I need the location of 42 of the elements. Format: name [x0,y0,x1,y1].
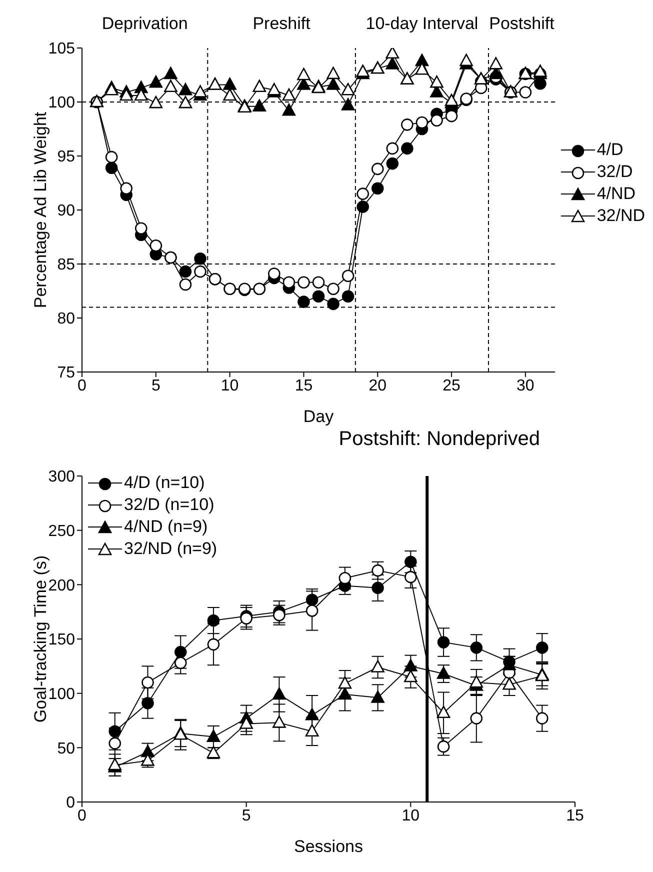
legend-label: 4/D [596,140,624,160]
y-tick-label: 250 [48,523,76,540]
x-tick-label: 15 [566,807,584,824]
y-tick-label: 105 [48,40,76,58]
y-tick-label: 200 [48,577,76,594]
legend-label: 32/ND [596,206,645,226]
x-tick-label: 0 [78,807,87,824]
y-axis-title: Goal-tracking Time (s) [31,555,50,723]
y-tick-label: 100 [48,686,76,704]
y-tick-label: 80 [57,310,76,328]
y-axis-title: Percentage Ad Lib Weight [31,112,50,308]
y-tick-label: 0 [66,794,76,812]
x-axis-title: Sessions [294,837,363,856]
y-tick-label: 300 [48,468,76,486]
legend-label: 32/ND (n=9) [124,539,218,559]
chart-title: Postshift: Nondeprived [338,428,542,451]
y-tick-label: 75 [57,364,76,382]
x-tick-label: 10 [220,377,239,394]
x-tick-label: 5 [151,377,160,394]
y-tick-label: 100 [48,94,76,112]
legend-label: 32/D [596,162,633,182]
x-tick-label: 0 [78,377,87,394]
y-tick-label: 95 [57,148,76,166]
x-tick-label: 30 [516,377,534,394]
legend-label: 4/D (n=10) [124,473,205,493]
x-tick-label: 10 [402,807,420,824]
y-tick-label: 50 [57,740,76,758]
x-tick-label: 15 [294,377,313,394]
x-axis-title: Day [303,407,334,426]
text: Deprivation [100,14,189,34]
legend-label: 4/ND (n=9) [124,517,208,537]
y-tick-label: 85 [57,256,76,274]
x-tick-label: 25 [442,377,461,394]
legend-label: 4/ND [596,184,636,204]
x-tick-label: 20 [368,377,387,394]
text: Postshift [489,14,554,33]
y-tick-label: 150 [48,632,76,649]
x-tick-label: 5 [242,807,251,824]
text: Preshift [252,14,312,34]
legend-label: 32/D (n=10) [124,495,214,515]
text: 10-day Interval [366,14,478,33]
y-tick-label: 90 [57,202,76,220]
